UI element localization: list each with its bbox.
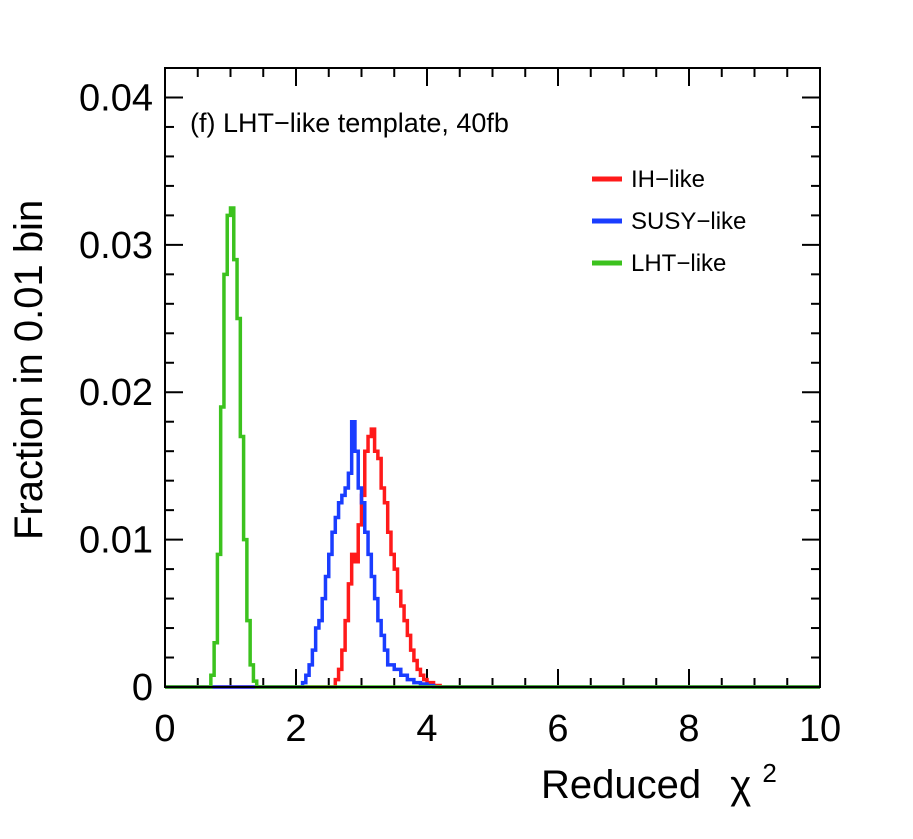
legend-label: LHT−like [631, 250, 726, 277]
x-axis-title-symbol: χ [730, 763, 751, 807]
plot-frame [164, 67, 821, 688]
x-tick-label: 4 [416, 708, 437, 750]
legend-label: IH−like [631, 166, 705, 193]
tick-labels: 0 2 4 6 8 10 0 0.01 0.02 0.03 0.04 [79, 77, 841, 750]
x-tick-label: 8 [678, 708, 699, 750]
series-ih-likeline [165, 427, 820, 689]
plot-area [165, 206, 820, 689]
x-tick-label: 10 [799, 708, 841, 750]
y-tick-label: 0.03 [79, 225, 153, 267]
x-tick-label: 0 [154, 708, 175, 750]
y-tick-label: 0.04 [79, 77, 153, 119]
x-tick-label: 6 [547, 708, 568, 750]
x-axis-title: Reduced χ 2 [541, 758, 777, 807]
legend: IH−like SUSY−like LHT−like [592, 166, 746, 277]
y-tick-label: 0.02 [79, 372, 153, 414]
axis-ticks [164, 67, 821, 688]
x-tick-label: 2 [285, 708, 306, 750]
x-axis-title-superscript: 2 [762, 758, 776, 788]
y-tick-label: 0 [132, 667, 153, 709]
x-axis-title-text: Reduced [541, 763, 701, 807]
series-susy-likeline [165, 419, 820, 689]
legend-label: SUSY−like [631, 208, 746, 235]
series-lht-likeline [165, 206, 820, 689]
chart-title: (f) LHT−like template, 40fb [190, 108, 509, 138]
y-axis-title: Fraction in 0.01 bin [7, 200, 51, 540]
y-tick-label: 0.01 [79, 520, 153, 562]
